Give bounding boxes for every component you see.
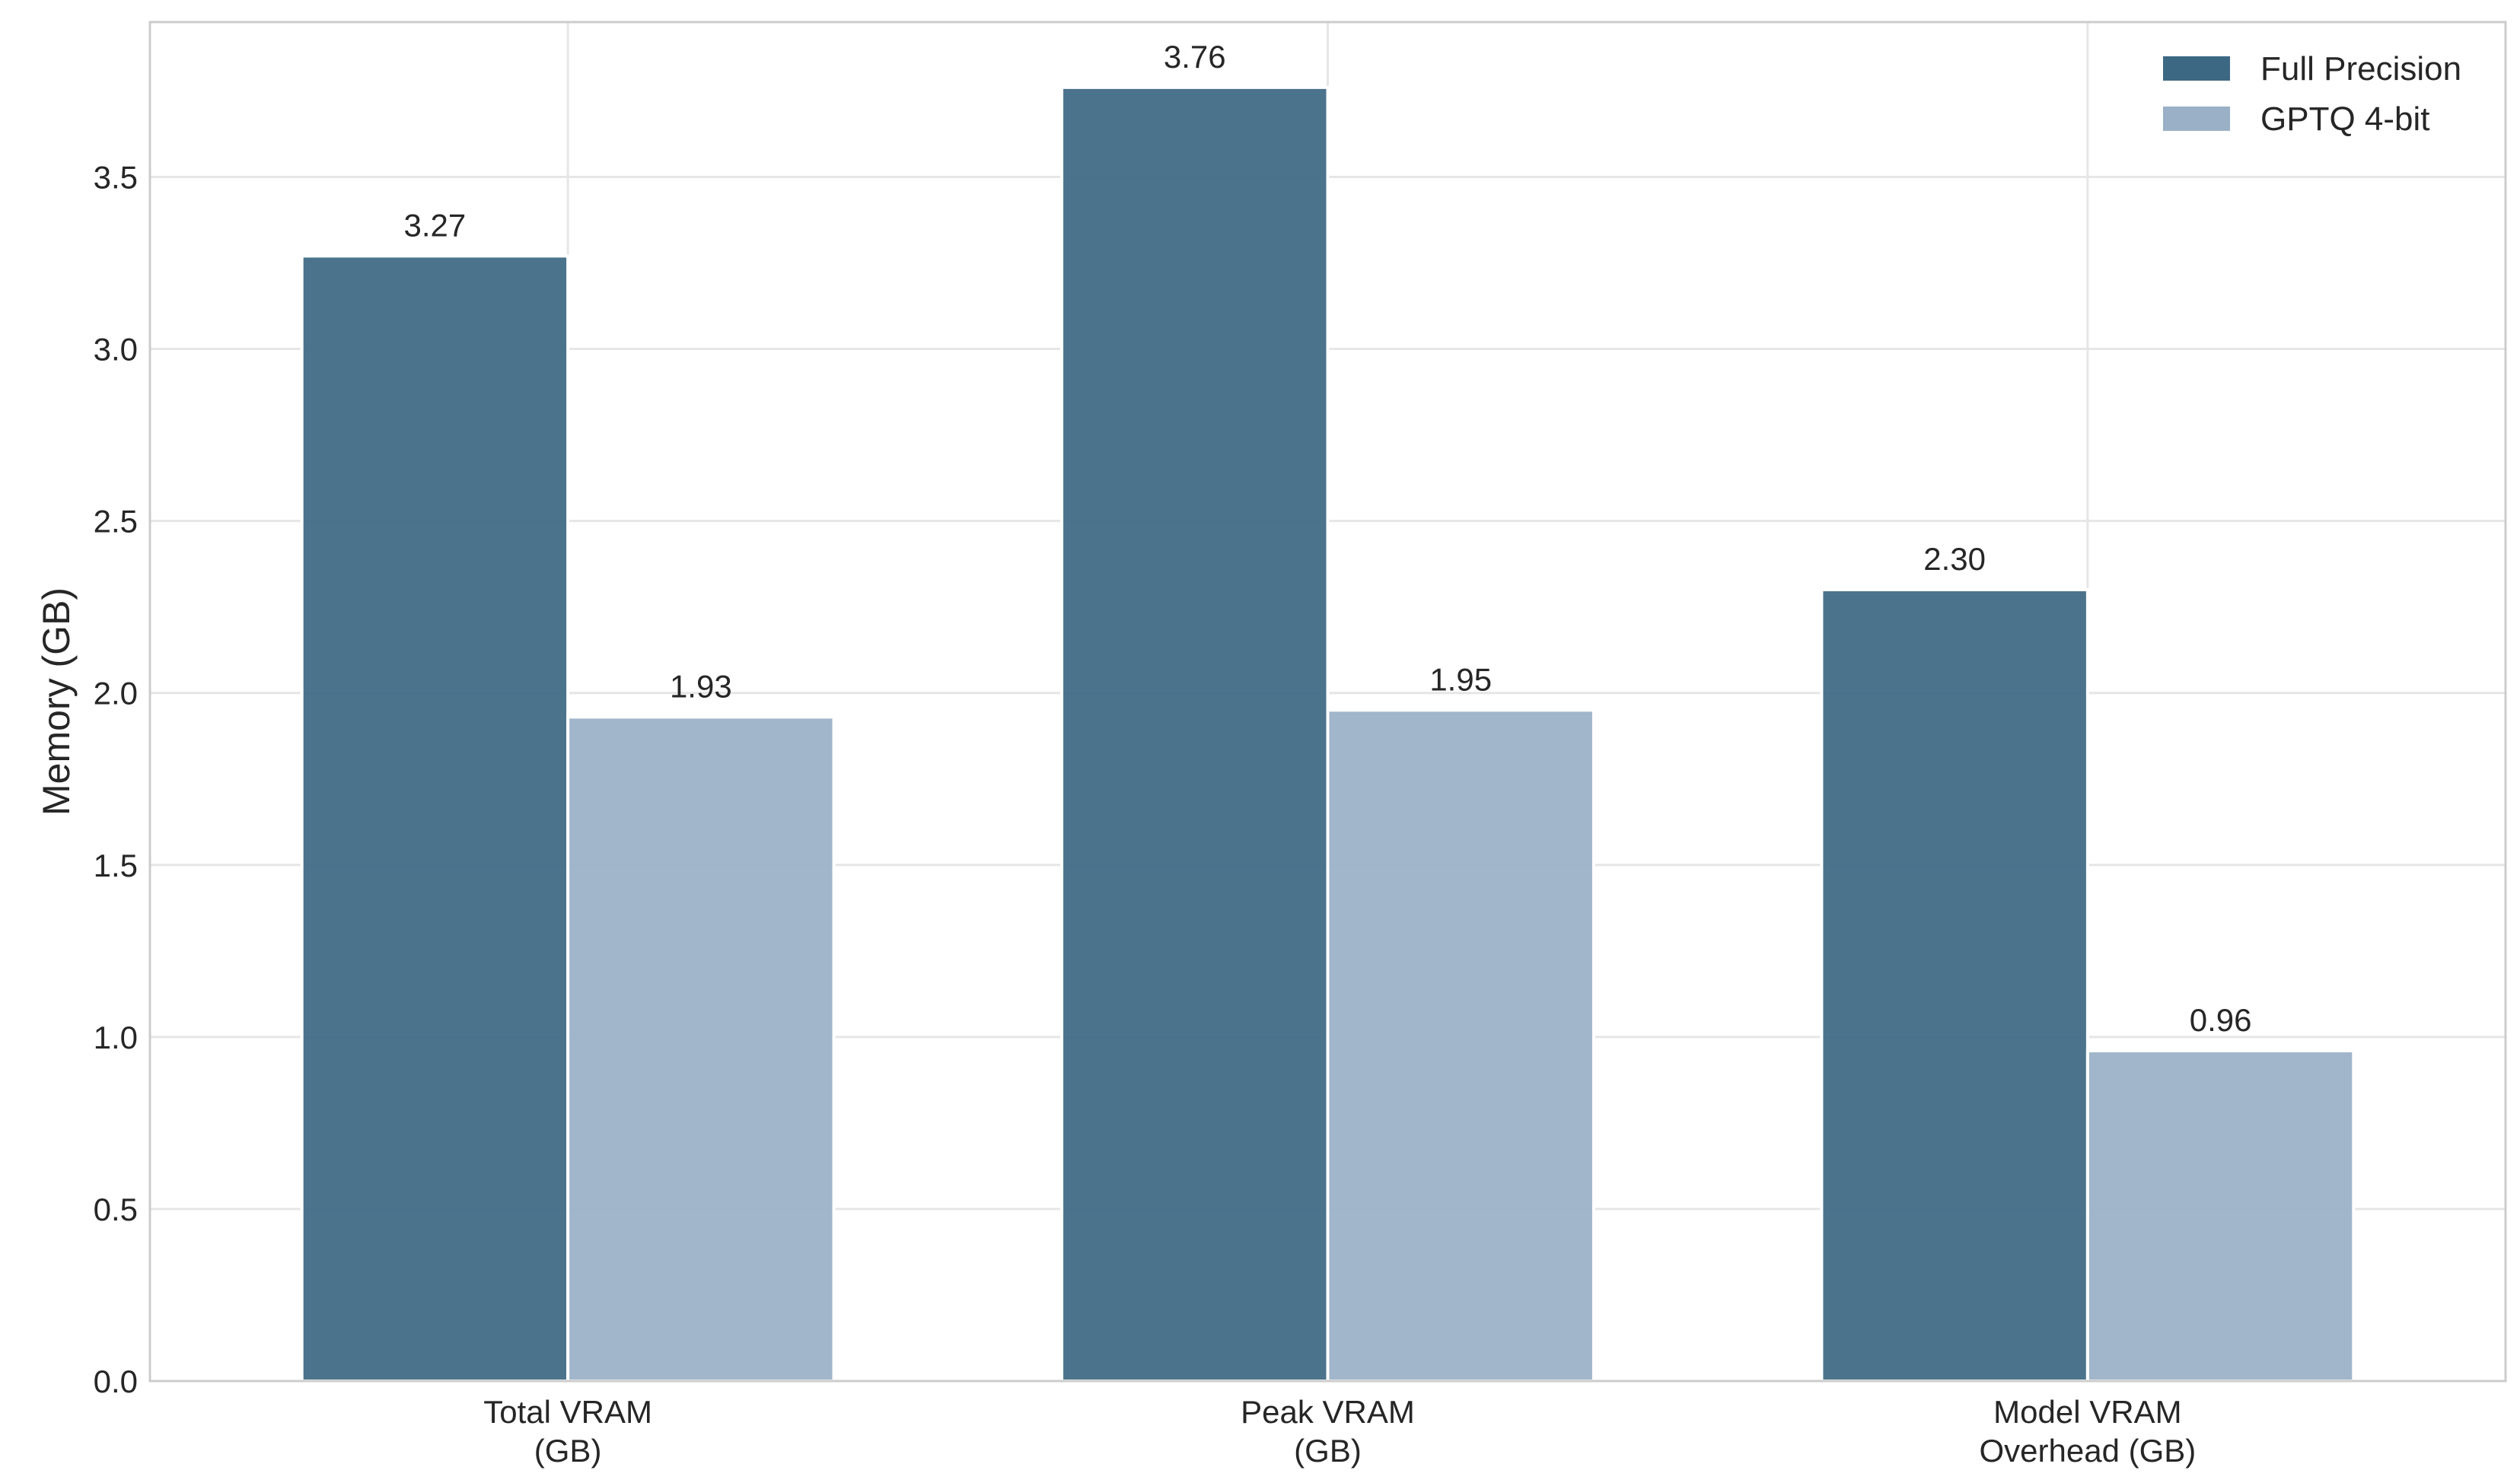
x-axis-ticks: Total VRAM(GB)Peak VRAM(GB)Model VRAMOve… [483,1394,2196,1469]
data-label: 3.27 [404,207,467,243]
y-tick-label: 2.5 [94,504,138,539]
bar-gptq-4bit [1326,708,1595,1383]
legend-swatch [2163,107,2230,131]
legend: Full Precision GPTQ 4-bit [2163,50,2461,138]
x-tick-label: (GB) [1294,1433,1362,1469]
data-label: 3.76 [1164,39,1226,75]
bar-gptq-4bit [566,715,836,1383]
y-tick-label: 0.0 [94,1364,138,1399]
x-tick-label: Total VRAM [483,1394,652,1430]
data-label: 0.96 [2190,1002,2252,1038]
x-tick-label: Overhead (GB) [1979,1433,2196,1469]
bar-full-precision [1820,588,2089,1383]
bars [300,85,2356,1383]
y-tick-label: 3.5 [94,159,138,195]
x-tick-label: Model VRAM [1993,1394,2181,1430]
x-tick-label: (GB) [534,1433,602,1469]
legend-label: Full Precision [2260,50,2461,88]
legend-swatch [2163,56,2230,81]
data-label: 1.93 [670,668,732,704]
y-tick-label: 2.0 [94,676,138,711]
data-label: 2.30 [1923,541,1986,577]
plot-frame [148,21,2507,1383]
y-tick-label: 1.5 [94,848,138,883]
bar-full-precision [1060,85,1330,1383]
data-label: 1.95 [1429,661,1492,697]
y-tick-label: 1.0 [94,1020,138,1055]
x-tick-label: Peak VRAM [1241,1394,1415,1430]
y-axis-ticks: 0.0 0.5 1.0 1.5 2.0 2.5 3.0 3.5 [94,159,138,1399]
y-tick-label: 0.5 [94,1192,138,1227]
bar-gptq-4bit [2085,1049,2356,1383]
y-tick-label: 3.0 [94,332,138,368]
y-axis-title: Memory (GB) [35,587,78,816]
data-labels: 3.27 3.76 2.30 1.93 1.95 0.96 [404,39,2252,1038]
bar-full-precision [300,254,570,1383]
legend-label: GPTQ 4-bit [2260,100,2430,138]
